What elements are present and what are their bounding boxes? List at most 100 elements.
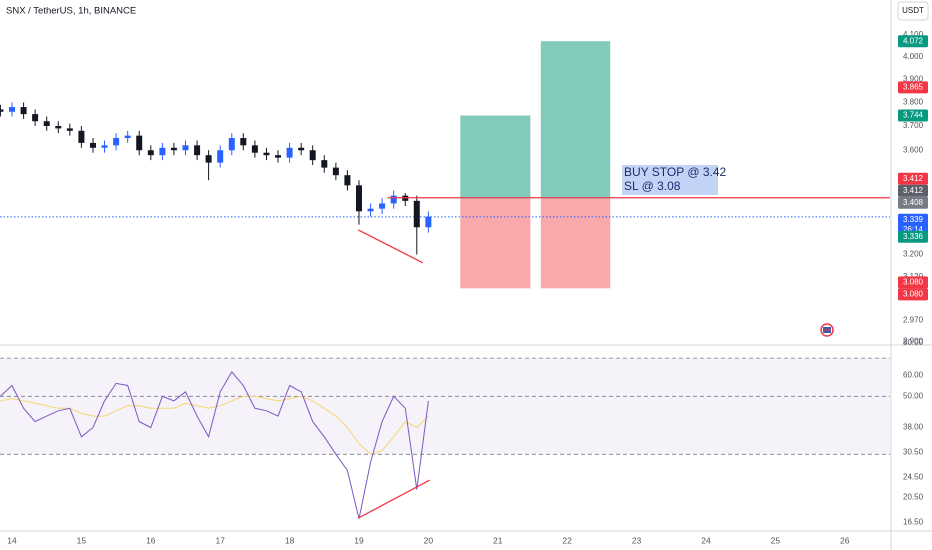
candle-body: [355, 185, 362, 212]
candle-body: [0, 109, 4, 112]
x-tick-label: 17: [215, 535, 225, 545]
candle-body: [251, 145, 258, 153]
price-badge: [898, 230, 928, 243]
candle-body: [367, 208, 374, 212]
price-badge: [898, 213, 928, 236]
candle-body: [390, 195, 397, 204]
rsi-band: [0, 358, 890, 455]
candle-body: [332, 167, 339, 176]
candle-body: [20, 107, 27, 115]
y-tick-label: 4.000: [903, 52, 924, 61]
candle-body: [78, 130, 85, 143]
candle-body: [101, 145, 108, 148]
annotation-box: [622, 165, 718, 195]
price-badge-label: 3.408: [903, 198, 924, 207]
flag-icon: [820, 323, 834, 337]
x-tick-label: 14: [7, 535, 17, 545]
x-tick-label: 21: [493, 535, 503, 545]
price-badge-label: 3.080: [903, 289, 924, 298]
rsi-tick-label: 16.50: [903, 517, 924, 526]
candle-body: [321, 160, 328, 168]
y-tick-label: 3.600: [903, 145, 924, 154]
candle-body: [194, 145, 201, 156]
candle-body: [55, 125, 62, 129]
price-badge: [898, 35, 928, 48]
rsi-tick-label: 50.00: [903, 391, 924, 400]
candle-body: [263, 152, 270, 156]
candle-body: [147, 150, 154, 156]
y-tick-label: 2.970: [903, 316, 924, 325]
rsi-tick-label: 20.50: [903, 493, 924, 502]
price-badge: [898, 276, 928, 289]
x-tick-label: 25: [771, 535, 781, 545]
rsi-line: [0, 371, 429, 519]
rsi-tick-label: 60.00: [903, 371, 924, 380]
candle-body: [205, 155, 212, 163]
x-tick-label: 20: [424, 535, 434, 545]
rsi-tick-label: 80.00: [903, 338, 924, 347]
candle-body: [298, 147, 305, 151]
candle-body: [425, 216, 432, 228]
rsi-tick-label: 24.50: [903, 472, 924, 481]
x-tick-label: 23: [632, 535, 642, 545]
candle-body: [9, 107, 16, 112]
y-tick-label: 3.700: [903, 121, 924, 130]
candle-body: [274, 155, 281, 158]
price-badge: [898, 196, 928, 209]
position-stop: [460, 198, 531, 289]
rsi-tick-label: 30.50: [903, 448, 924, 457]
rsi-line: [0, 395, 429, 455]
price-badge-label: 3.080: [903, 277, 924, 286]
y-tick-label: 3.900: [903, 75, 924, 84]
y-tick-label: 2.900: [903, 337, 924, 346]
currency[interactable]: USDT: [902, 6, 924, 15]
x-tick-label: 16: [146, 535, 156, 545]
candle-body: [228, 138, 235, 151]
x-tick-label: 19: [354, 535, 364, 545]
price-badge: [898, 109, 928, 122]
y-tick-label: 3.200: [903, 250, 924, 259]
candle-body: [217, 150, 224, 163]
candle-body: [124, 135, 131, 139]
price-badge-label: 3.336: [903, 232, 924, 241]
position-target: [540, 41, 611, 199]
price-badge-label: 4.072: [903, 36, 924, 45]
symbol-title: SNX / TetherUS, 1h, BINANCE: [6, 6, 136, 17]
price-badge-label: 3.865: [903, 82, 924, 91]
candle-body: [66, 128, 73, 131]
price-badge: [898, 81, 928, 94]
candle-body: [170, 147, 177, 151]
candle-body: [136, 135, 143, 151]
trend-line: [357, 229, 424, 264]
price-badge: [898, 172, 928, 185]
position-stop: [540, 198, 611, 289]
candle-body: [413, 200, 420, 228]
rsi-tick-label: 38.00: [903, 423, 924, 432]
annotation: SL @ 3.08: [624, 179, 681, 193]
annotation: BUY STOP @ 3.42: [624, 165, 727, 179]
price-badge-label: 3.744: [903, 111, 924, 120]
candle-body: [379, 203, 386, 209]
candle-body: [89, 142, 96, 148]
position-target: [460, 115, 531, 199]
candle-body: [344, 175, 351, 186]
countdown: 26:14: [903, 225, 924, 234]
x-tick-label: 22: [562, 535, 572, 545]
x-tick-label: 26: [840, 535, 850, 545]
x-tick-label: 15: [77, 535, 87, 545]
price-badge-label: 3.339: [903, 215, 924, 224]
currency-button[interactable]: [897, 1, 929, 21]
price-badge: [898, 184, 928, 197]
x-tick-label: 24: [701, 535, 711, 545]
y-tick-label: 3.800: [903, 97, 924, 106]
candle-body: [240, 138, 247, 146]
candle-body: [113, 138, 120, 146]
price-badge-label: 3.412: [903, 174, 924, 183]
price-badge: [898, 288, 928, 301]
rsi-trend-line: [357, 479, 431, 519]
candle-body: [309, 150, 316, 161]
candle-body: [182, 145, 189, 151]
candle-body: [286, 147, 293, 158]
